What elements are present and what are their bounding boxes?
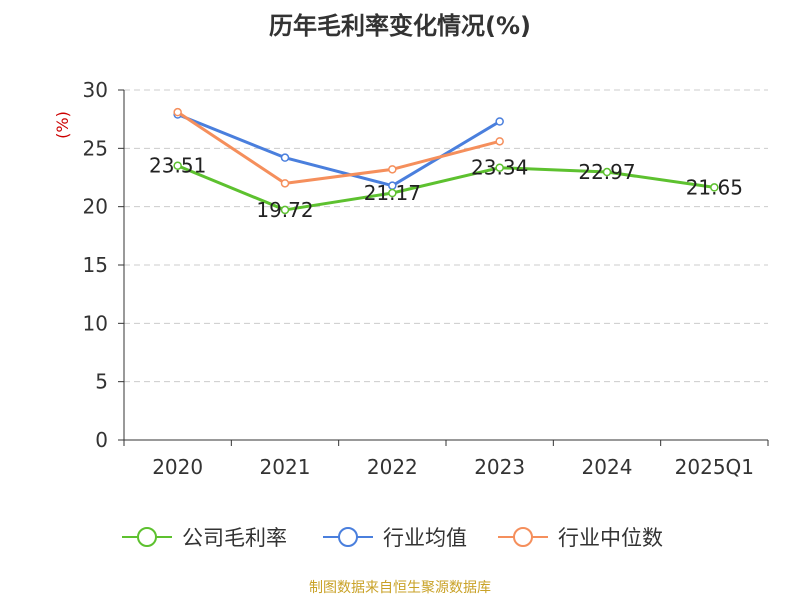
data-point <box>388 165 397 174</box>
y-tick-label: 30 <box>83 78 108 102</box>
data-point <box>602 167 612 177</box>
series-line <box>177 113 501 188</box>
y-tick-label: 20 <box>83 195 108 219</box>
legend: 公司毛利率 行业均值 行业中位数 <box>122 526 663 550</box>
legend-item: 公司毛利率 <box>122 526 287 550</box>
data-point <box>495 163 504 172</box>
chart-title: 历年毛利率变化情况(%) <box>269 12 531 40</box>
x-tick-label: 2023 <box>474 455 525 479</box>
data-point <box>388 188 397 198</box>
x-tick-label: 2021 <box>260 455 311 479</box>
data-point <box>495 137 504 146</box>
legend-marker <box>513 527 533 547</box>
data-point <box>280 205 290 215</box>
y-tick-label: 15 <box>83 253 108 277</box>
y-tick-label: 0 <box>95 428 108 452</box>
data-label: 21.65 <box>686 175 743 199</box>
x-tick-label: 2024 <box>582 455 633 479</box>
data-label: 23.51 <box>149 154 206 178</box>
y-axis-label: (%) <box>53 111 72 139</box>
series-line <box>177 164 715 212</box>
x-tick-label: 2022 <box>367 455 418 479</box>
legend-label: 行业均值 <box>383 526 467 550</box>
data-label: 21.17 <box>364 181 421 205</box>
grid-lines <box>124 89 768 383</box>
legend-label: 公司毛利率 <box>182 526 287 550</box>
data-point <box>280 153 290 162</box>
legend-marker <box>338 527 358 547</box>
x-tick-label: 2020 <box>152 455 203 479</box>
data-point <box>710 183 719 192</box>
series-lines <box>173 107 719 215</box>
legend-item: 行业均值 <box>323 526 467 550</box>
data-label: 22.97 <box>578 160 635 184</box>
x-tick-label: 2025Q1 <box>675 455 754 479</box>
source-note: 制图数据来自恒生聚源数据库 <box>309 580 491 596</box>
data-point <box>495 117 504 126</box>
y-tick-label: 10 <box>83 311 108 335</box>
axes: 0 5 10 15 20 25 30 2020 2021 2022 2023 2024 2025Q1 (%… <box>53 78 769 479</box>
series-line <box>176 110 501 185</box>
legend-marker <box>137 527 157 547</box>
y-tick-label: 25 <box>83 136 108 160</box>
data-labels: 23.51 19.72 21.17 23.34 22.97 21.65 <box>149 154 743 222</box>
data-point <box>280 179 290 188</box>
y-tick-label: 5 <box>95 370 108 394</box>
data-label: 19.72 <box>256 198 313 222</box>
data-point <box>173 107 182 117</box>
legend-label: 行业中位数 <box>558 526 663 550</box>
data-label: 23.34 <box>471 156 528 180</box>
legend-item: 行业中位数 <box>498 526 663 550</box>
data-point <box>173 161 182 170</box>
